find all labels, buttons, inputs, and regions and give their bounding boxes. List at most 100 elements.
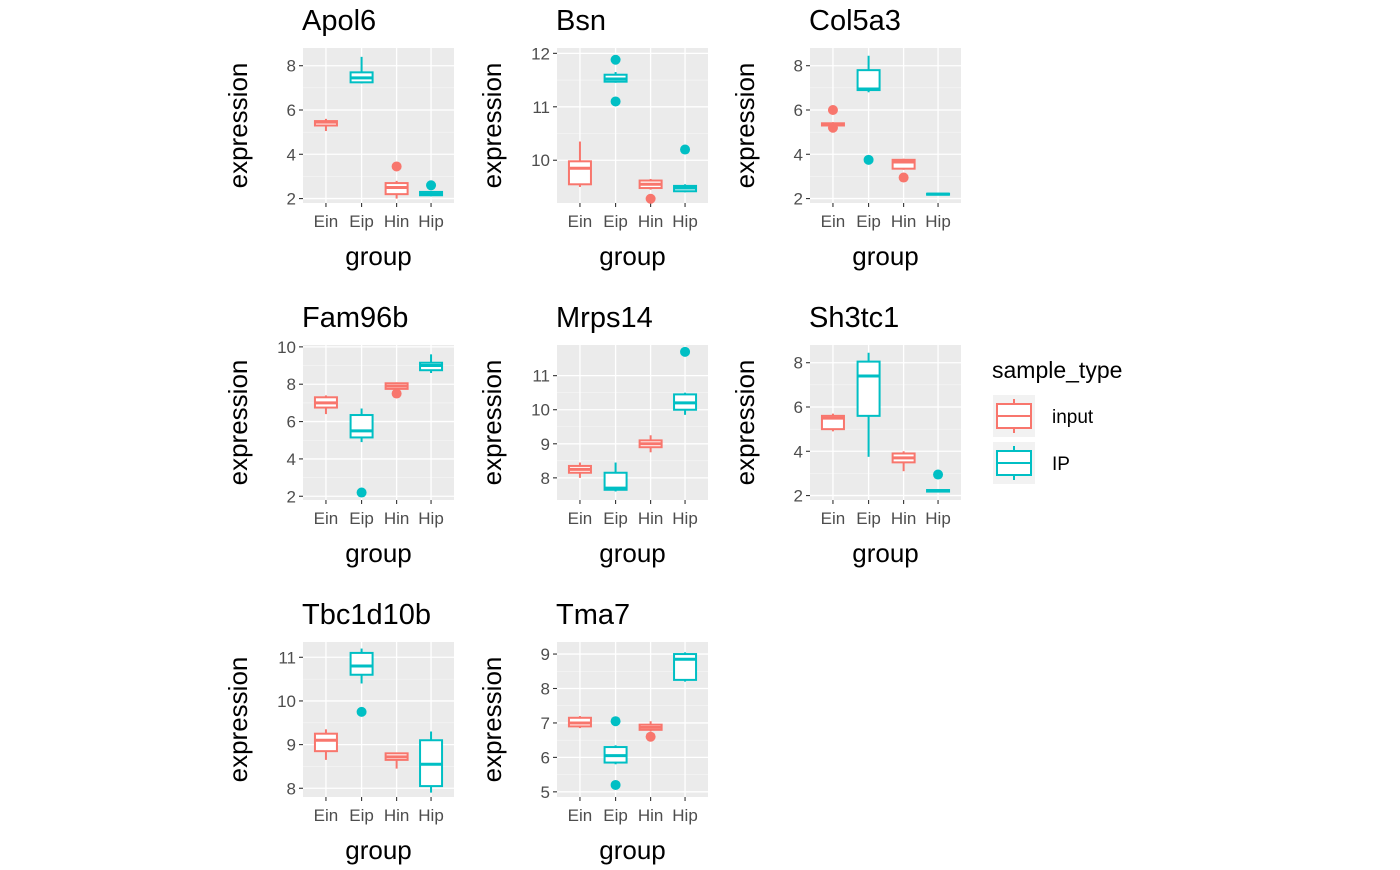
panel-background <box>557 345 708 500</box>
y-tick-label: 8 <box>287 57 296 76</box>
outlier-point <box>680 144 691 155</box>
outlier-point <box>863 154 874 165</box>
panel-title: Tbc1d10b <box>302 599 431 631</box>
y-axis-title: expression <box>730 63 760 189</box>
facet-panel-col5a3: 2 4 6 8 Ein Eip Hin Hip Col5a3 group expression <box>730 5 961 271</box>
outlier-point <box>610 779 621 790</box>
x-tick-label: Ein <box>568 212 593 231</box>
y-tick-label: 5 <box>541 783 550 802</box>
box-hin <box>638 435 663 453</box>
box-eip <box>603 54 628 107</box>
outlier-point <box>426 180 437 191</box>
y-tick-label: 7 <box>541 714 550 733</box>
box-eip <box>349 408 374 498</box>
box-hip <box>419 180 444 197</box>
box-hin <box>384 752 409 769</box>
y-tick-label: 8 <box>541 680 550 699</box>
x-tick-label: Hip <box>925 509 951 528</box>
x-axis-title: group <box>599 241 666 271</box>
outlier-point <box>827 105 838 115</box>
x-tick-label: Eip <box>856 212 881 231</box>
box-eip <box>349 56 374 84</box>
y-tick-label: 8 <box>541 469 550 488</box>
x-tick-label: Hin <box>384 509 410 528</box>
x-axis-title: group <box>599 835 666 865</box>
y-tick-label: 2 <box>287 487 296 506</box>
panel-title: Fam96b <box>302 302 408 334</box>
x-tick-label: Ein <box>314 509 339 528</box>
box-iqr <box>891 158 916 170</box>
y-tick-label: 2 <box>794 487 803 506</box>
y-tick-label: 9 <box>541 435 550 454</box>
y-tick-label: 4 <box>794 145 803 164</box>
y-tick-label: 4 <box>287 450 296 469</box>
y-tick-label: 4 <box>794 442 803 461</box>
facet-panel-bsn: 10 11 12 Ein Eip Hin Hip Bsn group expression <box>477 5 708 271</box>
y-tick-label: 11 <box>278 648 296 667</box>
x-tick-label: Hip <box>418 806 444 825</box>
y-axis-title: expression <box>477 63 507 189</box>
x-axis-title: group <box>852 538 919 568</box>
box-ein <box>313 729 338 760</box>
box-hip <box>673 346 698 415</box>
outlier-point <box>391 161 402 172</box>
box-eip <box>856 55 881 165</box>
box-hin <box>384 382 409 399</box>
box-ein <box>567 716 592 729</box>
y-tick-label: 11 <box>532 367 550 386</box>
facet-panel-fam96b: 2 4 6 8 10 Ein Eip Hin Hip Fam96b group expression <box>223 302 454 568</box>
y-axis-title: expression <box>223 657 253 783</box>
box-hin <box>891 158 916 183</box>
y-tick-label: 11 <box>532 98 550 117</box>
x-tick-label: Ein <box>821 509 846 528</box>
outlier-point <box>898 172 909 183</box>
x-axis-title: group <box>345 241 412 271</box>
y-axis-title: expression <box>223 63 253 189</box>
x-tick-label: Hip <box>672 509 698 528</box>
legend-label: input <box>1052 407 1094 428</box>
outlier-point <box>680 346 691 357</box>
y-tick-label: 4 <box>287 145 296 164</box>
panel-title: Sh3tc1 <box>809 302 899 334</box>
x-tick-label: Ein <box>568 806 593 825</box>
outlier-point <box>610 96 621 107</box>
facet-panel-apol6: 2 4 6 8 Ein Eip Hin Hip Apol6 group expression <box>223 5 454 271</box>
box-eip <box>603 716 628 790</box>
box-iqr <box>567 160 592 186</box>
y-tick-label: 8 <box>794 354 803 373</box>
x-tick-label: Hin <box>638 509 664 528</box>
x-tick-label: Hip <box>418 509 444 528</box>
box-hip <box>926 192 951 196</box>
box-hin <box>891 451 916 472</box>
facet-panel-tbc1d10b: 8 9 10 11 Ein Eip Hin Hip Tbc1d10b group expressio… <box>223 599 454 865</box>
facet-panel-tma7: 5 6 7 8 9 Ein Eip Hin Hip Tma7 group expression <box>477 599 708 865</box>
y-tick-label: 12 <box>531 44 550 63</box>
x-tick-label: Hip <box>672 212 698 231</box>
x-tick-label: Eip <box>349 806 374 825</box>
x-axis-title: group <box>852 241 919 271</box>
x-axis-title: group <box>345 538 412 568</box>
box-hip <box>419 731 444 793</box>
y-tick-label: 10 <box>531 401 550 420</box>
box-ein <box>567 462 592 478</box>
x-tick-label: Hip <box>925 212 951 231</box>
outlier-point <box>645 193 656 204</box>
outlier-point <box>610 54 621 65</box>
y-axis-title: expression <box>730 360 760 486</box>
legend-item-ip: IP <box>993 442 1070 484</box>
legend-label: IP <box>1052 454 1070 475</box>
x-axis-title: group <box>599 538 666 568</box>
box-iqr <box>856 360 881 417</box>
box-iqr <box>603 471 628 491</box>
box-hin <box>638 178 663 204</box>
x-tick-label: Eip <box>349 212 374 231</box>
x-tick-label: Hin <box>638 212 664 231</box>
x-tick-label: Hin <box>891 509 917 528</box>
y-tick-label: 8 <box>287 779 296 798</box>
x-tick-label: Eip <box>856 509 881 528</box>
y-tick-label: 9 <box>287 736 296 755</box>
outlier-point <box>391 388 402 399</box>
